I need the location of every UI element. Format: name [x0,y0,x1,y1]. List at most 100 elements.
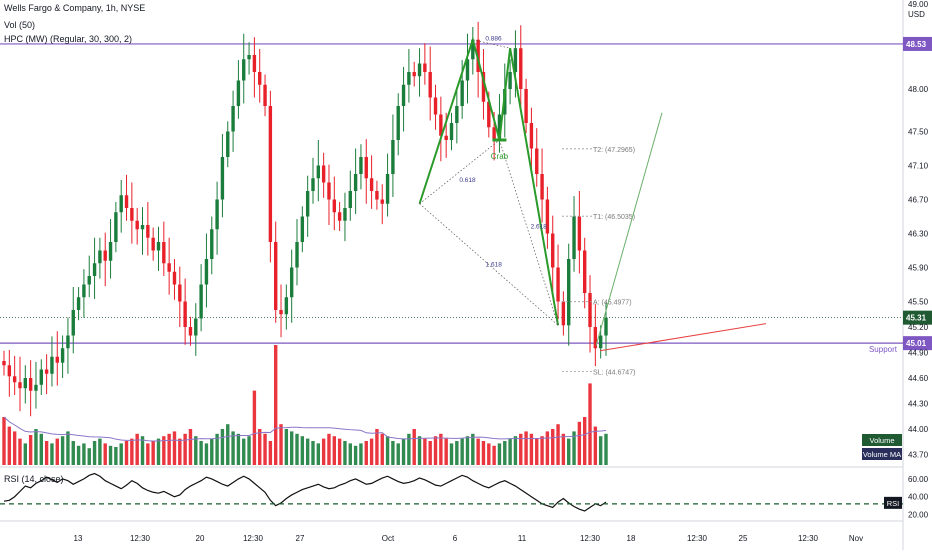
candle-body [572,216,576,259]
volume-bar [540,436,544,465]
candle-body [487,101,491,128]
candle-body [412,72,416,77]
volume-bar [598,436,603,465]
volume-bar [103,443,107,465]
candle-body [39,369,43,385]
volume-bar [188,429,193,465]
candle-body [391,140,395,174]
volume-bar [108,445,113,465]
x-tick-label-4: 27 [296,534,305,543]
rising-support-line [599,323,767,352]
y-tick-label-3: 46.70 [908,196,929,205]
volume-bar [172,431,177,465]
volume-bar [34,429,38,465]
candle-body [50,356,54,374]
candle-body [305,191,310,217]
harmonic-pattern-legs [418,36,560,326]
currency-label: USD [908,10,925,19]
candle-body [204,259,209,285]
pattern-xb-link [419,139,500,205]
volume-legend-label-1: Volume MA [863,450,901,459]
y-tick-label-0: 48.00 [908,85,929,94]
candle-body [103,250,107,261]
candle-body [28,378,33,391]
candle-body [71,310,75,336]
volume-bar [417,436,422,465]
volume-bar [66,431,70,465]
candle-body [98,250,102,264]
volume-bar [252,390,257,465]
candle-body [471,39,475,60]
volume-bar [162,436,166,465]
y-tick-label-7: 45.20 [908,323,929,332]
volume-bar [412,429,416,465]
candle-body [311,178,315,191]
volume-bar [428,441,432,465]
volume-bar [582,417,587,465]
candle-body [252,55,257,72]
volume-bar [140,436,145,465]
volume-bar [82,443,86,465]
candle-body [556,267,560,302]
volume-bar [273,345,278,465]
volume-bar [343,441,347,465]
volume-bar [7,426,12,465]
volume-bar [151,441,155,465]
last-price-badge [903,310,932,325]
y-tick-label-2: 47.10 [908,162,929,171]
volume-bar [332,436,337,465]
volume-bar [300,436,305,465]
volume-bar [572,431,576,465]
volume-bar [305,438,310,465]
candle-body [449,123,454,140]
volume-bar [135,433,139,465]
volume-bar [199,441,203,465]
candle-body [114,212,118,242]
volume-bar [577,421,582,465]
candle-body [268,106,273,242]
candle-body [12,376,17,383]
y-tick-label-6: 45.50 [908,298,929,307]
candle-body [545,199,550,234]
candle-body [172,271,177,285]
volume-bar [545,431,550,465]
volume-bar [236,433,241,465]
volume-bar [311,441,315,465]
candle-body [529,123,534,149]
volume-bar [337,438,342,465]
candle-body [577,216,582,251]
volume-bar [519,433,523,465]
candle-body [87,276,91,285]
volume-bar [268,441,273,465]
volume-bar [449,443,454,465]
candle-body [210,229,214,259]
volume-legend-label-0: Volume [869,436,894,445]
candle-body [481,72,486,102]
pattern-xd-link [419,203,559,326]
target-label-3: SL: (44.6747) [593,370,635,377]
x-tick-label-11: 25 [739,534,748,543]
rsi-line [3,472,607,512]
target-label-2: A: (45.4977) [593,300,632,307]
volume-bar [439,433,443,465]
candle-body [279,310,283,315]
volume-bar [327,433,331,465]
y-tick-label-11: 44.00 [908,425,929,434]
candle-body [337,212,342,221]
candle-body [513,48,518,72]
x-tick-label-2: 20 [196,534,205,543]
rsi-legend-label: RSI [887,499,900,508]
candle-body [535,148,539,174]
volume-bar [167,433,171,465]
volume-bar [247,436,251,465]
volume-bar [359,443,363,465]
candle-body [55,356,59,363]
candle-body [135,220,139,230]
volume-bar [242,438,246,465]
candle-body [524,89,528,123]
volume-bar [588,383,592,465]
volume-bar [460,438,464,465]
volume-bar [124,441,129,465]
x-tick-label-12: 12:30 [798,534,819,543]
